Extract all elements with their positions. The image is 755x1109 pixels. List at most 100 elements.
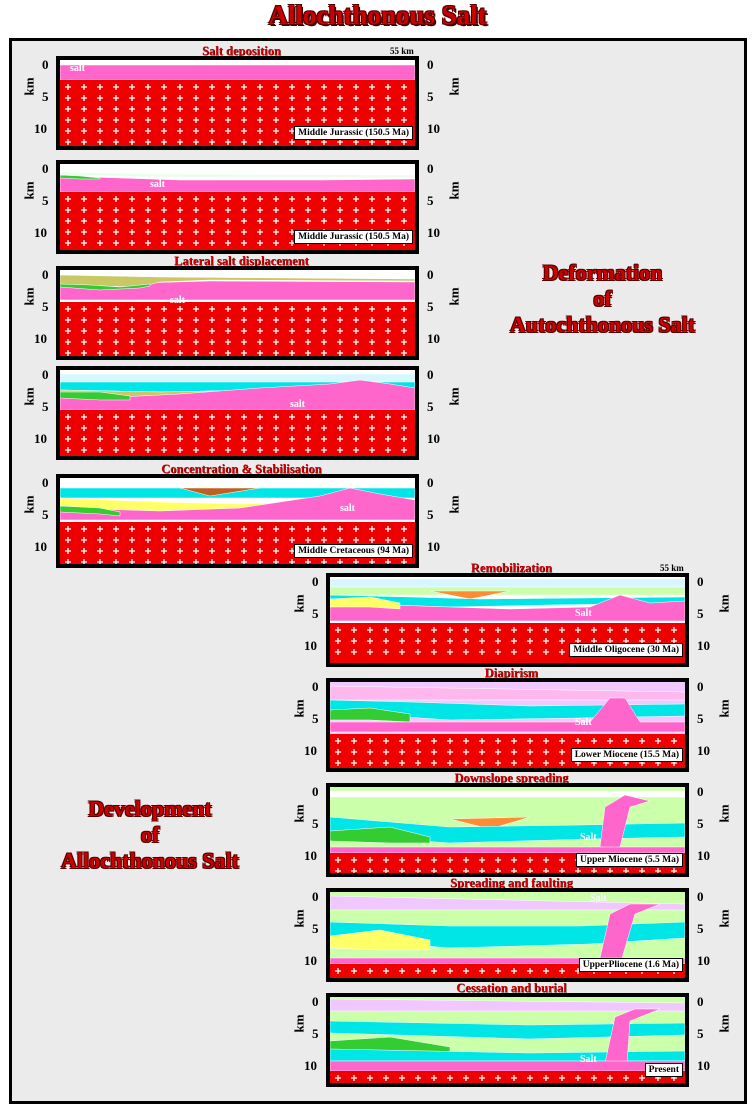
salt-label: Salt: [580, 832, 597, 843]
depth-tick-left: 0: [42, 57, 49, 72]
salt-label: Salt: [575, 717, 592, 728]
depth-tick-left: 10: [304, 848, 317, 863]
cross-section-panel: Concentration & Stabilisation salt 0 5 10 0 5 1…: [20, 462, 465, 578]
depth-tick-left: 10: [304, 953, 317, 968]
panel-title: Spreading and faulting: [450, 876, 573, 890]
cross-section-panel: salt 0 5 10 0 5 10 km km Middle Jurassic (150.5 M…: [20, 148, 465, 264]
depth-tick-left: 5: [42, 193, 49, 208]
depth-tick-right: 0: [427, 161, 434, 176]
cross-section-panel: Lateral salt displacement salt 0 5 10 0 5 10 km k…: [20, 254, 465, 370]
panel-title: Salt deposition: [202, 44, 281, 58]
depth-tick-left: 10: [34, 431, 47, 446]
cross-section: [56, 56, 419, 150]
salt-label: salt: [170, 295, 185, 306]
scale-label: 55 km: [390, 46, 414, 56]
salt-label: Salt: [590, 893, 607, 904]
cross-section-panel: Downslope spreading Salt 0 5 10 0 5 10 km km Upper…: [290, 771, 735, 887]
depth-unit-right: km: [446, 495, 462, 514]
cross-section: [56, 366, 419, 460]
salt-label: salt: [70, 63, 85, 74]
cross-section: [326, 678, 689, 772]
depth-tick-right: 0: [697, 679, 704, 694]
depth-tick-left: 5: [312, 606, 319, 621]
cross-section-panel: Spreading and faulting Salt 0 5 10 0 5 10 km km Up…: [290, 876, 735, 992]
cross-section-graphic: [60, 370, 415, 456]
salt-label: salt: [150, 179, 165, 190]
depth-tick-left: 10: [34, 539, 47, 554]
panel-title: Concentration & Stabilisation: [161, 462, 322, 476]
salt-label: salt: [290, 399, 305, 410]
panel-title: Downslope spreading: [454, 771, 569, 785]
depth-unit-left: km: [21, 495, 37, 514]
cross-section-graphic: [60, 478, 415, 564]
depth-tick-left: 0: [42, 367, 49, 382]
depth-tick-right: 10: [697, 1058, 710, 1073]
depth-unit-left: km: [291, 594, 307, 613]
depth-tick-left: 0: [42, 267, 49, 282]
depth-tick-left: 5: [312, 711, 319, 726]
salt-label: Salt: [580, 1054, 597, 1065]
salt-label: salt: [340, 503, 355, 514]
panel-title: Cessation and burial: [456, 981, 567, 995]
age-label: Middle Cretaceous (94 Ma): [294, 544, 413, 558]
age-label: Middle Jurassic (150.5 Ma): [294, 230, 413, 244]
depth-tick-right: 5: [697, 1026, 704, 1041]
cross-section-panel: Remobilization 55 km Salt 0 5 10 0 5 10 km km Middl…: [290, 561, 735, 677]
depth-tick-right: 5: [697, 816, 704, 831]
depth-tick-left: 5: [312, 921, 319, 936]
depth-tick-left: 5: [312, 816, 319, 831]
depth-tick-left: 10: [304, 743, 317, 758]
depth-unit-right: km: [446, 387, 462, 406]
heading-line: Development: [88, 796, 212, 821]
heading-line: Allochthonous Salt: [61, 848, 239, 873]
depth-tick-left: 0: [42, 161, 49, 176]
depth-tick-right: 5: [427, 299, 434, 314]
depth-tick-right: 10: [427, 121, 440, 136]
depth-tick-right: 10: [697, 953, 710, 968]
panel-title: Lateral salt displacement: [174, 254, 309, 268]
cross-section-graphic: [60, 270, 415, 356]
depth-tick-right: 0: [427, 57, 434, 72]
cross-section: [326, 993, 689, 1087]
cross-section-panel: salt 0 5 10 0 5 10 km km: [20, 354, 465, 470]
depth-tick-right: 5: [427, 399, 434, 414]
depth-tick-right: 5: [697, 921, 704, 936]
age-label: Middle Jurassic (150.5 Ma): [294, 126, 413, 140]
depth-tick-left: 10: [304, 638, 317, 653]
cross-section-panel: Diapirism Salt 0 5 10 0 5 10 km km Lower Miocene (…: [290, 666, 735, 782]
depth-tick-left: 0: [312, 889, 319, 904]
depth-unit-left: km: [21, 387, 37, 406]
scale-label: 55 km: [660, 563, 684, 573]
depth-unit-right: km: [716, 1014, 732, 1033]
section-autochthonous-heading: Deformation of Autochthonous Salt: [480, 260, 725, 338]
depth-unit-right: km: [716, 804, 732, 823]
heading-line: of: [140, 822, 160, 847]
section-allochthonous-heading: Development of Allochthonous Salt: [30, 796, 270, 874]
depth-tick-left: 5: [312, 1026, 319, 1041]
depth-tick-left: 5: [42, 299, 49, 314]
depth-tick-left: 10: [34, 121, 47, 136]
age-label: Lower Miocene (15.5 Ma): [570, 748, 683, 762]
depth-unit-right: km: [716, 909, 732, 928]
depth-tick-left: 10: [304, 1058, 317, 1073]
depth-tick-right: 10: [427, 331, 440, 346]
depth-tick-right: 0: [427, 367, 434, 382]
depth-unit-left: km: [291, 804, 307, 823]
depth-tick-right: 0: [697, 784, 704, 799]
depth-tick-left: 5: [42, 507, 49, 522]
depth-tick-right: 5: [697, 606, 704, 621]
depth-unit-left: km: [21, 181, 37, 200]
cross-section-graphic: [330, 577, 685, 663]
depth-tick-left: 0: [312, 679, 319, 694]
cross-section-graphic: [330, 682, 685, 768]
depth-unit-left: km: [21, 287, 37, 306]
cross-section-graphic: [330, 997, 685, 1083]
cross-section-panel: Cessation and burial Salt 0 5 10 0 5 10 km km Pres…: [290, 981, 735, 1097]
cross-section-panel: Salt deposition 55 km salt 0 5 10 0 5 10 km km Midd…: [20, 44, 465, 160]
depth-tick-left: 5: [42, 399, 49, 414]
depth-tick-right: 0: [697, 994, 704, 1009]
age-label: UpperPliocene (1.6 Ma): [578, 958, 683, 972]
depth-tick-right: 0: [427, 267, 434, 282]
age-label: Middle Oligocene (30 Ma): [569, 643, 683, 657]
page-title: Allochthonous Salt: [268, 0, 487, 30]
